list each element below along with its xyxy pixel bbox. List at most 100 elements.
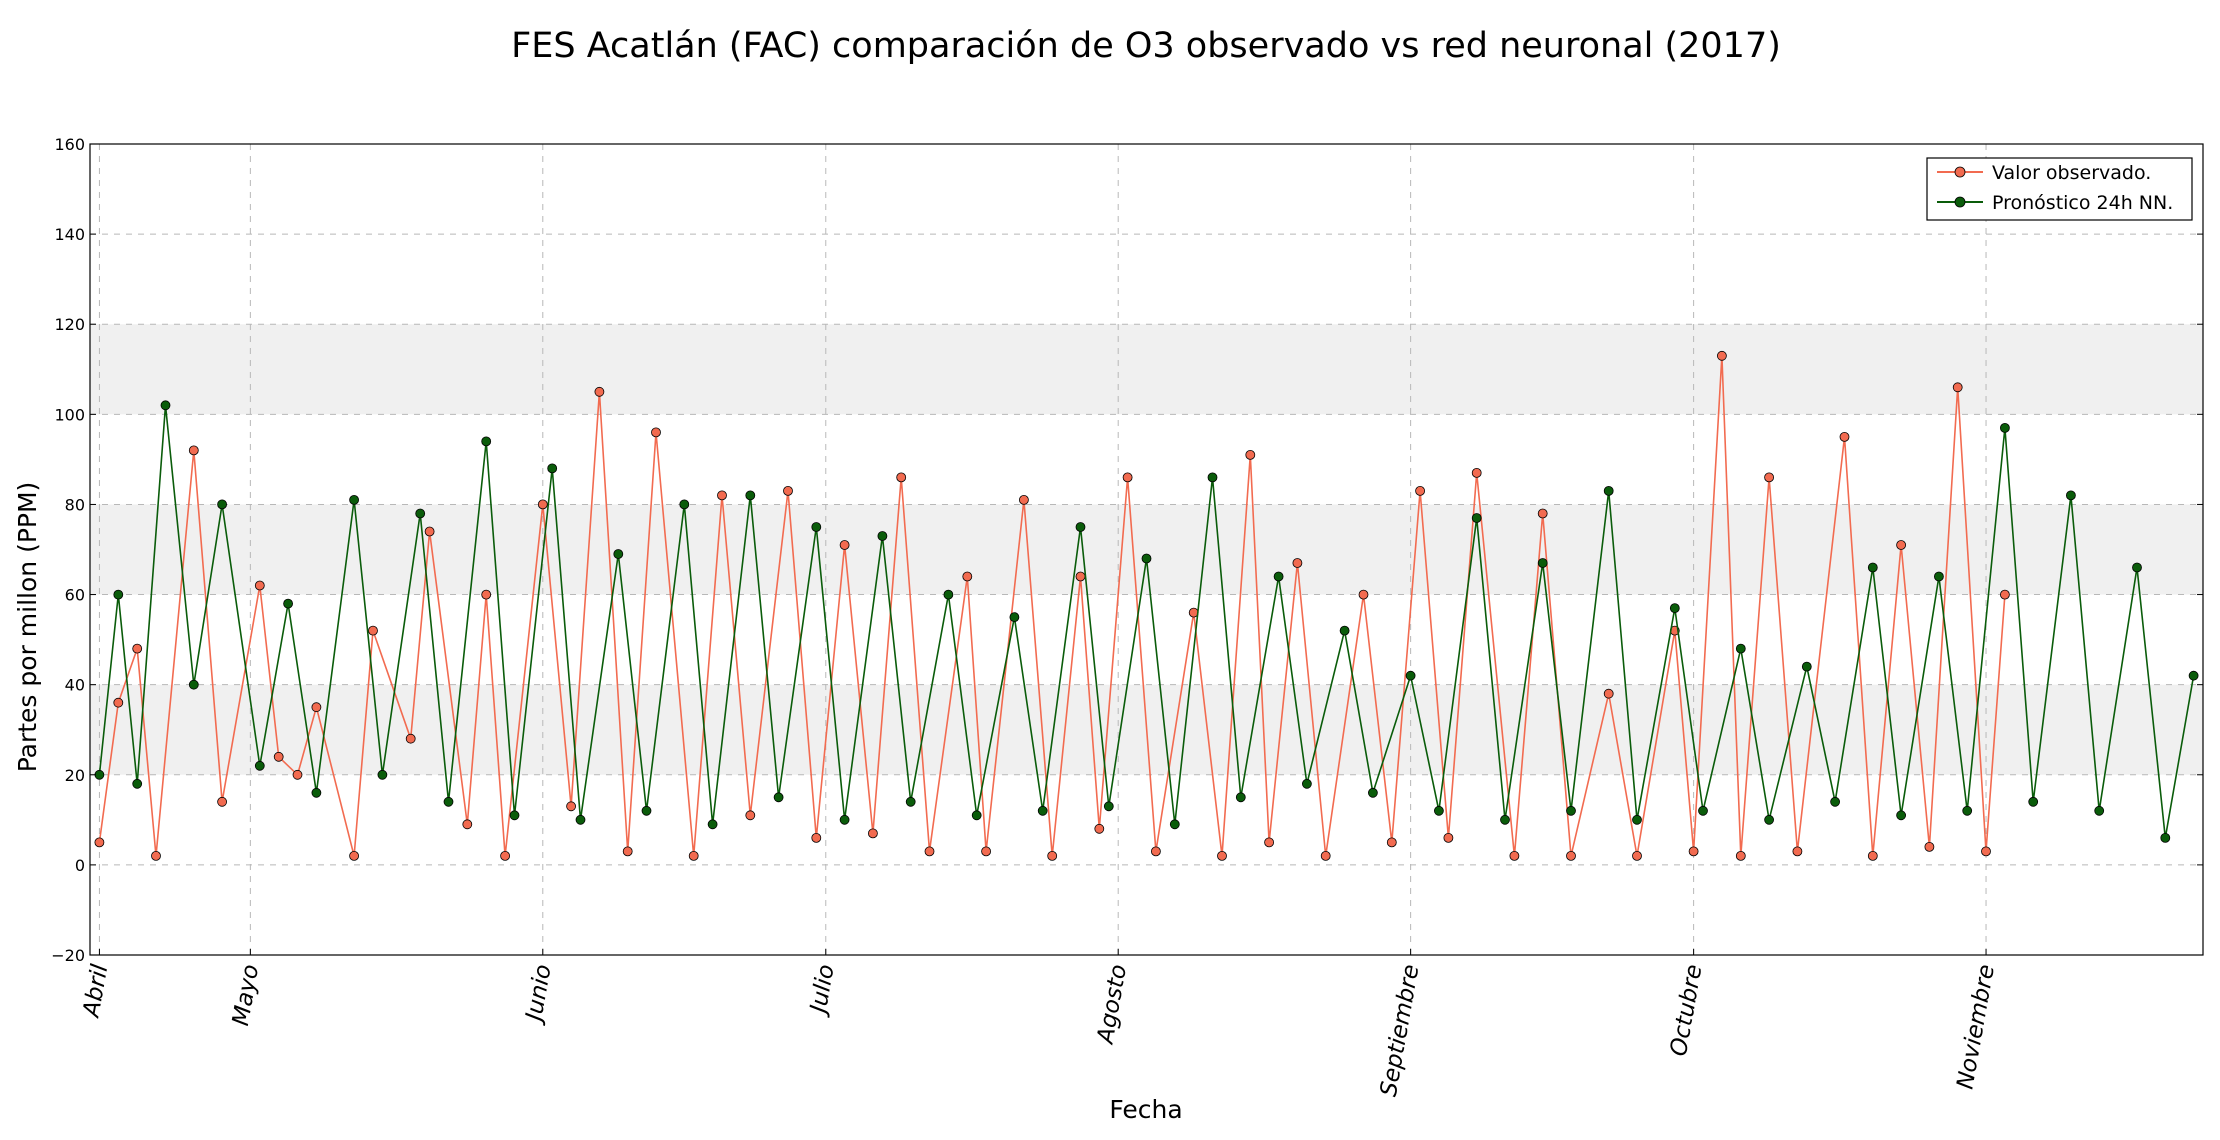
data-point bbox=[1537, 508, 1548, 519]
data-point bbox=[1632, 814, 1642, 825]
data-point bbox=[415, 508, 426, 519]
y-tick-label: 80 bbox=[65, 495, 85, 514]
series-layer bbox=[94, 350, 2199, 861]
data-point bbox=[217, 796, 228, 807]
data-point bbox=[1839, 431, 1850, 442]
data-point bbox=[622, 846, 633, 857]
data-point bbox=[688, 851, 699, 861]
data-point bbox=[1603, 485, 1614, 496]
data-point bbox=[1019, 494, 1029, 505]
data-point bbox=[783, 485, 793, 496]
y-tick-label: 140 bbox=[54, 225, 85, 244]
legend-box bbox=[1926, 157, 2193, 221]
data-point bbox=[1320, 851, 1331, 861]
data-point bbox=[132, 643, 143, 654]
data-point bbox=[1735, 643, 1746, 654]
grid-lines bbox=[90, 143, 2203, 956]
data-point bbox=[1509, 851, 1520, 861]
data-point bbox=[481, 436, 492, 447]
legend-marker-forecast bbox=[1954, 196, 1966, 208]
data-point bbox=[1264, 837, 1274, 848]
data-point bbox=[254, 760, 265, 771]
data-point bbox=[2000, 422, 2010, 433]
data-point bbox=[368, 625, 378, 636]
y-axis-ticks: −20 0 20 40 60 80 100 120 140 160 bbox=[51, 135, 2203, 965]
data-point bbox=[113, 697, 124, 708]
x-tick-label: Mayo bbox=[228, 963, 264, 1028]
data-point bbox=[2160, 833, 2171, 843]
data-point bbox=[481, 589, 492, 600]
data-point bbox=[707, 819, 718, 830]
y-tick-label: 40 bbox=[65, 676, 85, 695]
data-point bbox=[971, 810, 982, 821]
data-point bbox=[547, 463, 558, 474]
data-point bbox=[1688, 846, 1699, 857]
y-tick-label: 20 bbox=[65, 766, 85, 785]
data-point bbox=[1292, 558, 1303, 568]
y-tick-label: −20 bbox=[51, 946, 85, 965]
data-point bbox=[575, 814, 586, 825]
data-point bbox=[1386, 837, 1397, 848]
data-point bbox=[462, 819, 473, 830]
data-point bbox=[254, 580, 265, 591]
data-point bbox=[1698, 805, 1708, 816]
data-point bbox=[113, 589, 124, 600]
data-point bbox=[1151, 846, 1161, 857]
data-point bbox=[94, 837, 105, 848]
data-point bbox=[273, 751, 284, 762]
data-point bbox=[1764, 814, 1774, 825]
data-point bbox=[1245, 449, 1256, 460]
shaded-band bbox=[90, 504, 2203, 595]
legend-label-observed: Valor observado. bbox=[1992, 162, 2151, 184]
data-point bbox=[1981, 846, 1991, 857]
x-tick-label: Noviembre bbox=[1952, 963, 1999, 1092]
y-tick-label: 0 bbox=[75, 856, 85, 875]
data-point bbox=[1009, 612, 1020, 622]
series-0 bbox=[94, 350, 2010, 861]
plot-frame bbox=[89, 143, 2204, 956]
data-point bbox=[1339, 625, 1350, 636]
data-point bbox=[1669, 603, 1680, 613]
data-point bbox=[349, 494, 360, 505]
data-point bbox=[2065, 490, 2076, 501]
data-point bbox=[773, 792, 784, 803]
data-point bbox=[311, 702, 322, 713]
data-point bbox=[943, 589, 954, 600]
data-point bbox=[877, 531, 888, 541]
data-point bbox=[1358, 589, 1369, 600]
series-1 bbox=[94, 400, 2199, 843]
data-point bbox=[1415, 485, 1425, 496]
data-point bbox=[509, 810, 520, 821]
x-axis-ticks: Abril Mayo Junio Julio Agosto Septiembre Octub… bbox=[78, 949, 2000, 1099]
data-point bbox=[651, 427, 661, 438]
data-point bbox=[1047, 851, 1058, 861]
data-point bbox=[1207, 472, 1218, 483]
data-point bbox=[1103, 801, 1114, 812]
data-point bbox=[811, 833, 822, 843]
data-point bbox=[1735, 851, 1746, 861]
x-axis-label: Fecha bbox=[1109, 1095, 1182, 1124]
y-tick-label: 120 bbox=[54, 315, 85, 334]
data-point bbox=[1434, 805, 1444, 816]
data-point bbox=[1235, 792, 1246, 803]
chart-title: FES Acatlán (FAC) comparación de O3 obse… bbox=[511, 26, 1781, 66]
data-point bbox=[613, 549, 624, 559]
data-point bbox=[1169, 819, 1180, 830]
data-point bbox=[1952, 382, 1963, 393]
data-point bbox=[679, 499, 690, 510]
data-point bbox=[1632, 851, 1642, 861]
data-point bbox=[1302, 778, 1312, 789]
data-point bbox=[292, 769, 303, 780]
data-point bbox=[924, 846, 935, 857]
x-tick-label: Septiembre bbox=[1376, 963, 1425, 1099]
data-point bbox=[2094, 805, 2105, 816]
series-line bbox=[98, 405, 2195, 839]
data-point bbox=[1471, 513, 1482, 523]
data-point bbox=[1471, 467, 1482, 478]
x-tick-label: Junio bbox=[521, 963, 557, 1027]
data-point bbox=[1717, 350, 1727, 361]
x-tick-label: Abril bbox=[78, 962, 113, 1021]
data-point bbox=[1830, 796, 1840, 807]
x-tick-label: Octubre bbox=[1666, 963, 1708, 1059]
